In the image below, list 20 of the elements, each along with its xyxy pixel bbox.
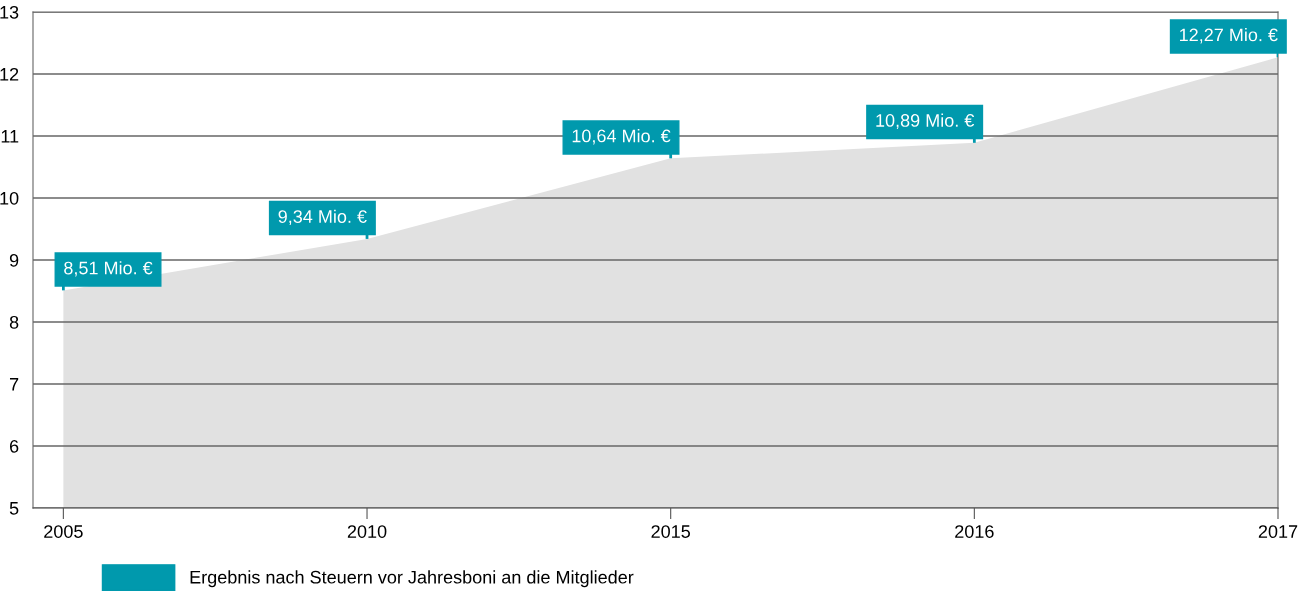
y-tick-label: 11 xyxy=(1,130,19,143)
x-tick-label: 2016 xyxy=(955,525,994,538)
y-tick-label: 7 xyxy=(10,378,19,391)
data-label: 9,34 Mio. € xyxy=(278,209,367,226)
x-tick-label: 2010 xyxy=(347,525,387,538)
y-tick-label: 6 xyxy=(9,439,19,453)
x-tick-label: 2005 xyxy=(44,525,83,538)
data-label: 8,51 Mio. € xyxy=(64,261,153,277)
y-tick-label: 12 xyxy=(0,67,19,81)
data-label: 10,89 Mio. € xyxy=(876,113,975,129)
data-label: 10,64 Mio. € xyxy=(572,129,671,145)
y-tick-label: 5 xyxy=(9,502,19,515)
y-tick-label: 13 xyxy=(0,5,19,19)
x-tick-label: 2015 xyxy=(651,525,691,538)
y-tick-label: 10 xyxy=(0,191,19,205)
data-label: 12,27 Mio. € xyxy=(1180,28,1278,44)
y-tick-label: 8 xyxy=(9,315,19,329)
text: Ergebnis nach Steuern vor Jahresboni an die Mitglieder xyxy=(190,570,634,588)
x-tick-label: 2017 xyxy=(1258,525,1298,538)
y-tick-label: 9 xyxy=(9,253,19,267)
